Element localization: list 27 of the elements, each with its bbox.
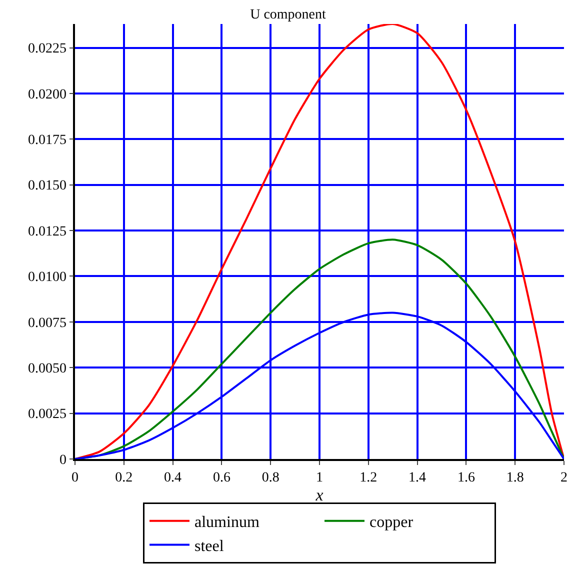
y-tick-label: 0.0125: [28, 224, 66, 240]
y-tick-label: 0.0200: [28, 87, 66, 102]
x-tick-label: 1.2: [360, 470, 378, 486]
line-series: [75, 24, 564, 459]
x-tick-label: 1.4: [408, 470, 426, 486]
y-tick-label: 0.0175: [28, 133, 66, 148]
y-tick-label: 0.0100: [28, 270, 66, 286]
x-axis-title: x: [314, 486, 324, 505]
y-tick-label: 0.0150: [28, 178, 66, 194]
legend-label: copper: [370, 514, 414, 532]
x-tick-label: 1.6: [457, 470, 475, 486]
x-tick-label: 1: [316, 470, 323, 486]
x-tick-label: 0.8: [262, 470, 280, 486]
y-tick-label: 0.0025: [28, 407, 66, 422]
y-tick-label: 0: [59, 452, 66, 468]
x-tick-label: 0.6: [212, 470, 230, 486]
legend-label: steel: [194, 538, 224, 555]
y-tick-label: 0.0050: [28, 362, 66, 377]
x-tick-label: 0: [72, 470, 78, 486]
y-tick-label: 0.0225: [28, 42, 66, 57]
x-tick-label: 0.2: [115, 470, 133, 486]
x-tick-label: 1.8: [506, 470, 524, 486]
chart-title: U component: [250, 7, 326, 22]
x-tick-label: 2: [560, 470, 568, 486]
legend-label: aluminum: [194, 514, 260, 532]
x-tick-label: 0.4: [164, 470, 182, 486]
y-tick-label: 0.0075: [28, 316, 66, 331]
